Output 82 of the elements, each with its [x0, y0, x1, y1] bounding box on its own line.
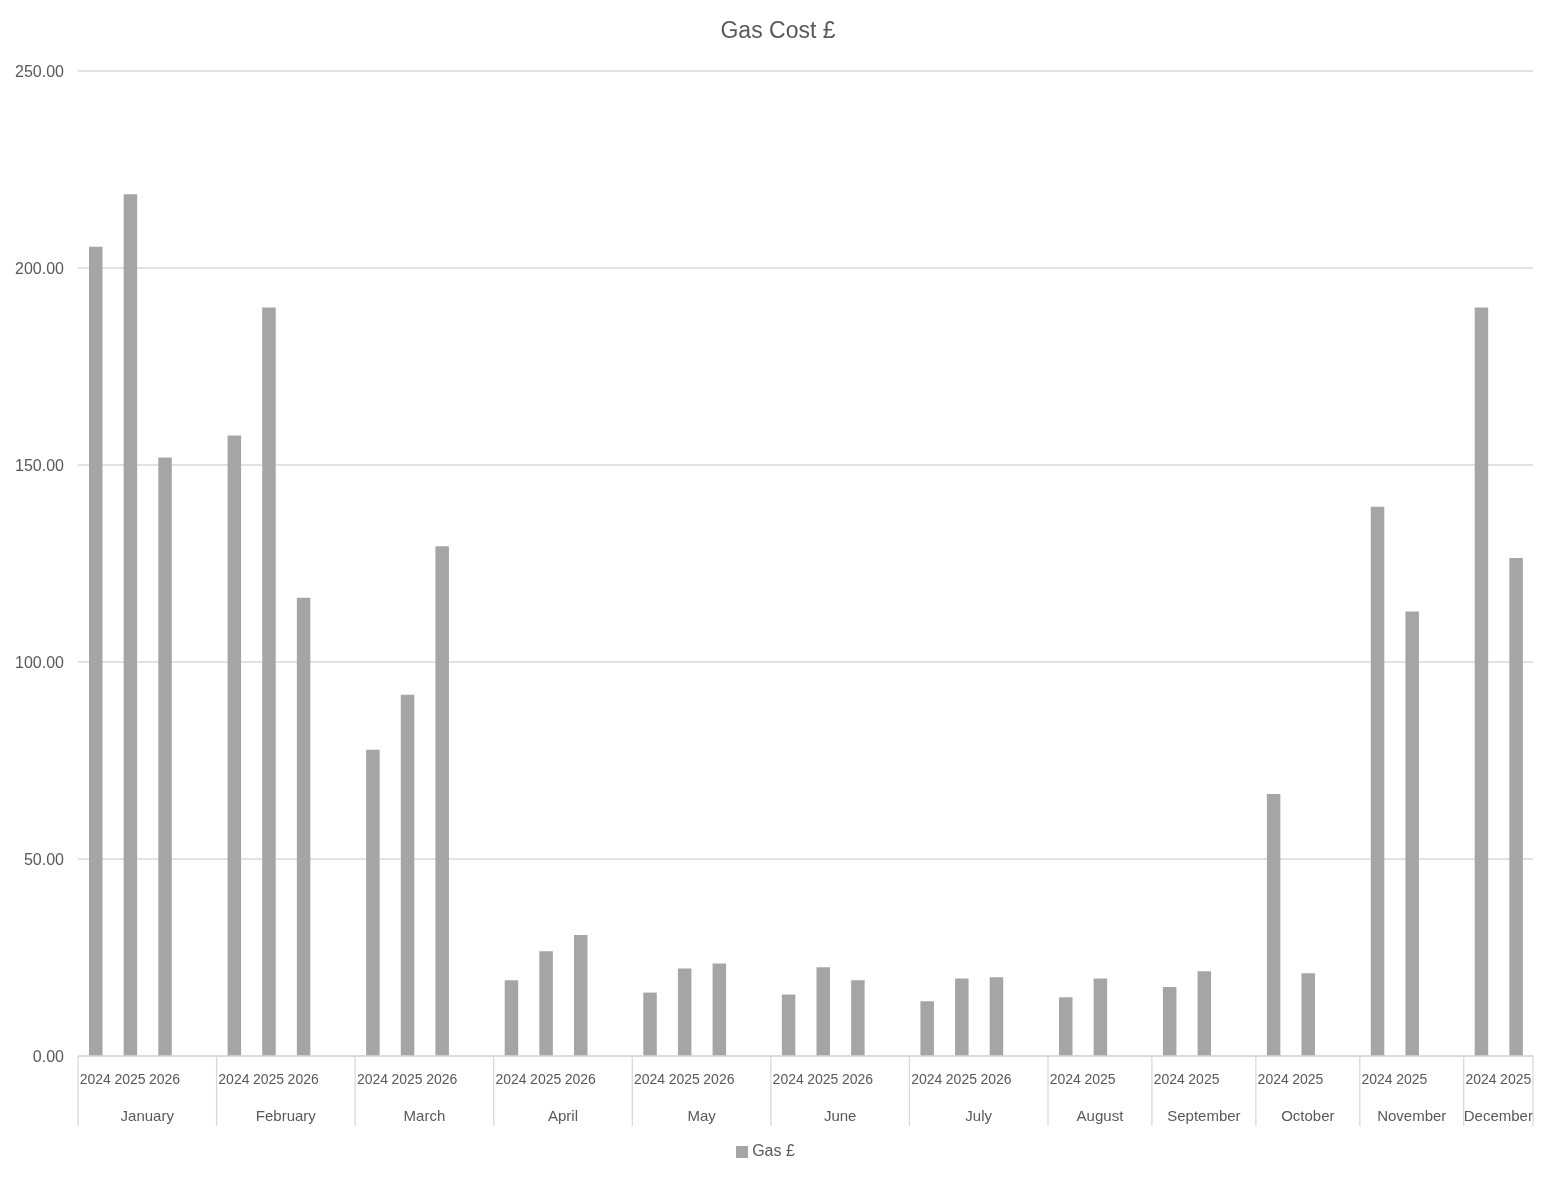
legend-label: Gas £	[752, 1142, 795, 1159]
bar	[955, 978, 969, 1056]
bar	[1301, 973, 1315, 1056]
y-tick-label: 0.00	[32, 1047, 65, 1065]
y-tick-label: 200.00	[15, 259, 65, 277]
bar	[1059, 997, 1073, 1056]
bar	[123, 194, 138, 1056]
text: March	[403, 1107, 446, 1124]
y-tick-label: 100.00	[15, 653, 65, 671]
x-tick-label: 2024	[772, 1070, 804, 1087]
bar	[989, 977, 1004, 1056]
x-tick-label: 2025	[668, 1070, 701, 1087]
x-tick-label: 2026	[841, 1070, 874, 1087]
bar	[1197, 971, 1212, 1056]
x-tick-label: 2024	[1257, 1070, 1289, 1087]
bar	[296, 597, 311, 1056]
bar	[262, 307, 276, 1056]
bar	[643, 992, 657, 1056]
x-tick-label: 2026	[564, 1070, 597, 1087]
x-tick-label: 2025	[391, 1070, 423, 1087]
x-tick-label: 2024	[1049, 1070, 1082, 1087]
x-tick-label: 2024	[218, 1070, 250, 1087]
x-tick-label: 2024	[1361, 1070, 1393, 1087]
x-tick-label: 2024	[495, 1070, 527, 1087]
bar	[677, 968, 692, 1056]
text: August	[1076, 1107, 1125, 1124]
bar	[366, 749, 380, 1056]
text: January	[120, 1107, 175, 1124]
bar	[712, 963, 727, 1056]
bar	[781, 994, 796, 1056]
text: December	[1463, 1107, 1533, 1124]
y-tick-label: 50.00	[23, 850, 65, 868]
bar	[504, 980, 519, 1056]
text: April	[547, 1107, 579, 1124]
x-tick-label: 2025	[807, 1070, 839, 1087]
x-tick-label: 2024	[79, 1070, 112, 1087]
x-tick-label: 2025	[1084, 1070, 1116, 1087]
x-tick-label: 2025	[530, 1070, 562, 1087]
bar	[1266, 793, 1281, 1056]
text: May	[687, 1107, 717, 1124]
bar	[1474, 307, 1489, 1056]
text: November	[1377, 1107, 1447, 1124]
bar	[816, 967, 830, 1056]
bar	[1093, 978, 1108, 1056]
x-tick-label: 2024	[911, 1070, 943, 1087]
bar	[400, 694, 415, 1056]
bar	[435, 546, 449, 1056]
x-tick-label: 2025	[1188, 1070, 1220, 1087]
x-tick-label: 2024	[634, 1070, 666, 1087]
x-tick-label: 2025	[1396, 1070, 1428, 1087]
y-tick-label: 250.00	[15, 62, 65, 80]
bar	[851, 980, 865, 1056]
text: July	[965, 1107, 993, 1124]
bar	[1405, 611, 1419, 1056]
x-tick-label: 2024	[356, 1070, 389, 1087]
text: October	[1281, 1107, 1335, 1124]
text: June	[823, 1107, 857, 1124]
x-tick-label: 2025	[114, 1070, 146, 1087]
chart-title: Gas Cost £	[719, 16, 837, 44]
bar	[1162, 987, 1177, 1056]
x-tick-label: 2025	[252, 1070, 285, 1087]
bar	[539, 951, 553, 1056]
text: February	[255, 1107, 317, 1124]
x-tick-label: 2026	[287, 1070, 319, 1087]
text: September	[1167, 1107, 1241, 1124]
bar	[158, 457, 172, 1056]
x-tick-label: 2025	[1292, 1070, 1324, 1087]
x-tick-label: 2026	[980, 1070, 1012, 1087]
bar	[920, 1001, 934, 1056]
x-tick-label: 2026	[703, 1070, 735, 1087]
x-tick-label: 2025	[1500, 1070, 1532, 1087]
x-tick-label: 2025	[945, 1070, 978, 1087]
bar	[227, 435, 242, 1056]
bar	[574, 935, 588, 1056]
y-tick-label: 150.00	[15, 456, 65, 474]
x-tick-label: 2026	[426, 1070, 458, 1087]
bar	[1509, 557, 1523, 1056]
x-tick-label: 2024	[1465, 1070, 1497, 1087]
x-tick-label: 2026	[149, 1070, 181, 1087]
x-tick-label: 2024	[1153, 1070, 1186, 1087]
bar	[89, 246, 103, 1056]
bar	[1370, 506, 1385, 1056]
